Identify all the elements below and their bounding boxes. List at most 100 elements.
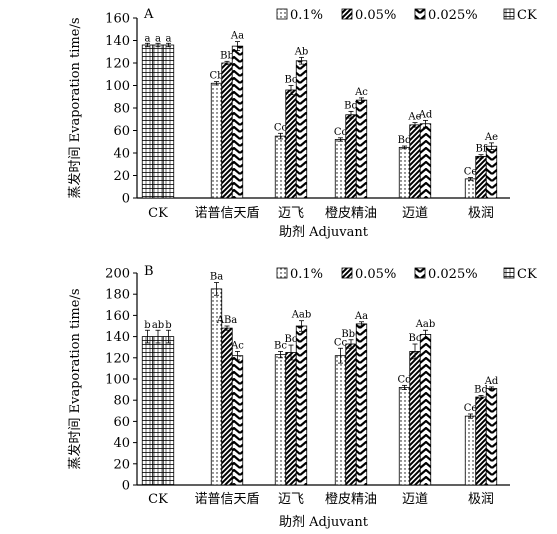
bar-chevron — [419, 123, 432, 199]
chart-panel-a: 0 20 40 60 80 100 120 140 160 A 蒸发时间 Evaporation t… — [67, 7, 537, 240]
legend-label: 0.05% — [355, 267, 396, 282]
x-category-label: 极润 — [468, 492, 494, 507]
significance-label: Ce — [464, 167, 478, 178]
significance-label: Aab — [415, 319, 436, 330]
bar-dots — [398, 146, 411, 199]
x-axis-title: 助剂 Adjuvant — [279, 225, 369, 240]
significance-label: Bf — [475, 144, 487, 155]
legend-swatch — [503, 267, 515, 279]
significance-label: Cc — [334, 127, 348, 138]
significance-label: Ce — [464, 403, 478, 414]
x-category-label: CK — [148, 206, 168, 221]
x-category-label: 迈飞 — [278, 206, 304, 221]
bar-diag — [285, 89, 297, 199]
y-tick-label: 0 — [122, 479, 130, 494]
bar-ck — [141, 44, 154, 199]
bar-dots — [274, 135, 287, 199]
y-axis-title: 蒸发时间 Evaporation time/s — [67, 289, 83, 470]
significance-label: Cc — [274, 122, 288, 133]
bar-diag — [345, 114, 357, 199]
y-tick-label: 120 — [105, 57, 130, 72]
significance-label: Ac — [230, 340, 244, 351]
legend-label: 0.1% — [290, 267, 323, 282]
bar-diag — [221, 327, 233, 486]
significance-label: Cd — [397, 374, 412, 385]
significance-label: Ad — [418, 109, 433, 120]
bar-diag — [285, 352, 297, 486]
y-tick-label: 80 — [113, 102, 130, 117]
y-tick-label: 0 — [122, 192, 130, 207]
y-tick-label: 200 — [105, 267, 130, 282]
significance-label: Ae — [484, 132, 498, 143]
y-tick-label: 140 — [105, 330, 130, 345]
bar-dots — [464, 415, 477, 486]
x-category-label: 橙皮精油 — [325, 492, 377, 507]
significance-label: Ae — [407, 112, 421, 123]
y-tick-label: 160 — [105, 309, 130, 324]
bar-chevron — [231, 45, 244, 199]
y-axis-title: 蒸发时间 Evaporation time/s — [67, 18, 83, 199]
bar-diag — [475, 396, 487, 486]
significance-label: Ad — [484, 376, 499, 387]
significance-label: Bc — [274, 340, 287, 351]
bar-diag — [409, 351, 421, 486]
x-axis-title: 助剂 Adjuvant — [279, 515, 369, 530]
legend-swatch — [503, 8, 515, 20]
x-category-label: 迈飞 — [278, 492, 304, 507]
bar-diag — [475, 155, 487, 199]
chart-panel-b: 0 20 40 60 80 100 120 140 160 180 200 B 蒸发时间 Evapora… — [67, 264, 537, 530]
y-tick-label: 20 — [113, 169, 130, 184]
legend-swatch — [276, 8, 288, 20]
significance-label: Bd — [344, 100, 358, 111]
significance-label: Cb — [209, 71, 223, 82]
significance-label: Ac — [354, 87, 368, 98]
legend-swatch — [341, 8, 353, 20]
legend-label: 0.025% — [428, 267, 478, 282]
bar-ck — [162, 44, 175, 199]
significance-label: a — [155, 33, 161, 44]
bar-chevron — [355, 99, 368, 199]
y-tick-label: 40 — [113, 436, 130, 451]
significance-label: Bb — [220, 50, 234, 61]
bar-dots — [210, 82, 223, 199]
legend-swatch — [414, 267, 426, 279]
x-category-label: 极润 — [468, 206, 494, 221]
significance-label: Bc — [285, 334, 298, 345]
significance-label: Bd — [398, 135, 412, 146]
bar-ck — [152, 336, 164, 486]
significance-label: Bc — [409, 333, 422, 344]
x-category-label: 迈道 — [402, 206, 428, 221]
legend-swatch — [341, 267, 353, 279]
bar-chevron — [355, 323, 368, 486]
y-tick-label: 120 — [105, 351, 130, 366]
significance-label: Aa — [230, 31, 244, 42]
bar-chevron — [485, 145, 498, 199]
bar-dots — [274, 354, 287, 486]
bar-ck — [152, 44, 164, 199]
significance-label: ab — [152, 320, 164, 331]
bar-dots — [334, 139, 347, 199]
bar-chevron — [419, 334, 432, 486]
bar-dots — [398, 387, 411, 486]
panel-label: B — [144, 264, 154, 279]
legend-label: 0.025% — [428, 8, 478, 23]
legend-label: CK — [517, 8, 537, 23]
significance-label: Bc — [285, 75, 298, 86]
y-tick-label: 80 — [113, 394, 130, 409]
significance-label: Bd — [474, 384, 488, 395]
y-tick-label: 100 — [105, 79, 130, 94]
significance-label: Ab — [294, 46, 309, 57]
y-tick-label: 20 — [113, 457, 130, 472]
bar-diag — [221, 62, 233, 199]
x-category-label: 诺普信天盾 — [194, 206, 259, 221]
panel-label: A — [143, 7, 154, 22]
legend-swatch — [276, 267, 288, 279]
bar-ck — [162, 336, 175, 486]
significance-label: ABa — [216, 315, 238, 326]
bar-chevron — [231, 355, 244, 486]
significance-label: Ba — [210, 272, 223, 283]
y-tick-label: 100 — [105, 373, 130, 388]
significance-label: Cc — [334, 337, 348, 348]
significance-label: Aab — [291, 310, 312, 321]
